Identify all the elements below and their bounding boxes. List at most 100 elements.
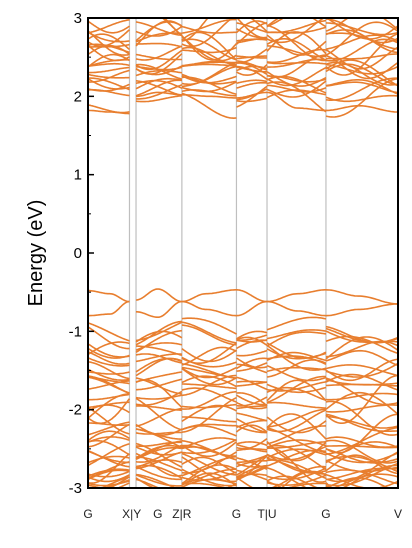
conduction-band-9-seg-5 [325, 54, 398, 80]
valence-band-15-seg-2 [181, 390, 237, 410]
valence-band-9-seg-1 [135, 357, 183, 373]
valence-top-band-1-seg-2 [181, 289, 237, 303]
conduction-band-7-seg-2 [181, 65, 237, 86]
valence-top-band-2-seg-5 [325, 303, 398, 317]
conduction-band-5-seg-0 [88, 66, 130, 74]
valence-band-16-seg-4 [266, 401, 326, 409]
valence-band-15-seg-0 [88, 398, 131, 425]
valence-band-16-seg-0 [88, 401, 130, 409]
valence-band-10-seg-4 [266, 366, 327, 373]
conduction-band-7-seg-0 [88, 69, 130, 83]
valence-band-29-seg-1 [135, 456, 183, 472]
deep-valence-band-6-seg-0 [99, 476, 130, 488]
valence-band-15-seg-1 [135, 379, 183, 408]
conduction-band-3-seg-5 [325, 79, 398, 95]
valence-band-19-seg-2 [181, 416, 237, 423]
deep-valence-band-0-seg-3 [236, 454, 268, 464]
valence-band-1-seg-0 [88, 326, 130, 350]
conduction-band-3-seg-0 [88, 83, 130, 92]
conduction-band-6-seg-5 [325, 63, 398, 87]
valence-band-19-seg-0 [88, 407, 130, 435]
valence-band-6-seg-0 [88, 351, 130, 365]
conduction-band-0-seg-5 [325, 77, 398, 118]
valence-band-17-seg-3 [236, 392, 268, 407]
conduction-band-16-seg-0 [88, 30, 130, 56]
conduction-band-5-seg-4 [266, 80, 327, 98]
conduction-band-18-seg-0 [88, 29, 131, 47]
conduction-band-11-seg-2 [181, 46, 237, 66]
conduction-band-4-seg-5 [325, 81, 398, 94]
valence-band-0-seg-2 [181, 317, 237, 335]
conduction-band-0-seg-0 [88, 104, 130, 114]
valence-band-3-seg-0 [88, 347, 130, 359]
valence-band-15-seg-3 [236, 401, 268, 410]
conduction-band-7-seg-4 [266, 66, 327, 87]
kpoint-label-0: G [83, 507, 92, 521]
valence-band-7-seg-3 [236, 362, 268, 372]
deep-valence-band-6-seg-5 [332, 473, 398, 488]
valence-band-26-seg-5 [325, 448, 398, 464]
conduction-band-21-seg-3 [236, 28, 268, 39]
conduction-band-12-seg-5 [325, 32, 398, 76]
conduction-band-19-seg-0 [88, 19, 130, 34]
conduction-band-19-seg-2 [181, 18, 237, 34]
conduction-band-13-seg-3 [236, 48, 268, 64]
conduction-band-19-seg-1 [135, 21, 182, 37]
valence-band-18-seg-0 [88, 404, 130, 414]
valence-band-30-seg-1 [135, 474, 182, 487]
conduction-band-0-seg-2 [181, 92, 237, 120]
valence-band-7-seg-1 [135, 353, 182, 363]
valence-band-27-seg-1 [135, 447, 183, 461]
conduction-band-15-seg-2 [181, 35, 237, 62]
valence-band-11-seg-3 [236, 376, 268, 391]
conduction-band-20-seg-2 [181, 18, 209, 42]
valence-band-32-seg-0 [115, 482, 130, 488]
valence-band-19-seg-1 [135, 407, 183, 428]
kpoint-label-4: G [232, 507, 241, 521]
conduction-band-1-seg-1 [135, 95, 182, 103]
deep-valence-band-2-seg-0 [88, 474, 130, 483]
valence-band-28-seg-0 [88, 453, 130, 484]
valence-band-21-seg-0 [88, 423, 130, 448]
valence-band-14-seg-5 [325, 392, 398, 401]
valence-band-31-seg-1 [135, 477, 157, 488]
conduction-band-11-seg-1 [135, 49, 183, 71]
valence-band-2-seg-3 [236, 349, 268, 357]
valence-band-18-seg-2 [181, 404, 237, 423]
conduction-band-21-seg-5 [325, 18, 398, 40]
valence-band-22-seg-0 [88, 421, 130, 436]
conduction-band-17-seg-5 [326, 32, 398, 50]
valence-band-27-seg-4 [266, 448, 327, 459]
deep-valence-band-4-seg-3 [236, 464, 268, 481]
valence-band-12-seg-5 [325, 373, 398, 391]
conduction-band-2-seg-1 [136, 84, 183, 100]
valence-band-28-seg-2 [181, 456, 237, 475]
valence-band-15-seg-5 [325, 374, 398, 424]
deep-valence-band-2-seg-5 [325, 451, 398, 483]
conduction-band-15-seg-0 [88, 44, 130, 62]
conduction-band-17-seg-2 [181, 25, 237, 34]
conduction-band-18-seg-2 [181, 18, 234, 48]
conduction-band-2-seg-3 [236, 88, 268, 101]
valence-band-6-seg-2 [181, 346, 237, 366]
deep-valence-band-4-seg-4 [266, 459, 327, 480]
valence-band-25-seg-5 [325, 439, 398, 464]
y-tick-label-5: 2 [74, 88, 82, 105]
deep-valence-band-2-seg-3 [236, 454, 268, 476]
valence-top-band-2-seg-0 [88, 300, 130, 317]
kpoint-label-3: Z|R [172, 507, 191, 521]
valence-band-6-seg-3 [236, 357, 268, 369]
valence-band-31-seg-0 [88, 469, 130, 481]
valence-band-20-seg-1 [135, 431, 182, 435]
valence-band-32-seg-2 [181, 472, 237, 487]
valence-band-4-seg-2 [181, 342, 237, 364]
valence-band-23-seg-2 [181, 441, 237, 458]
valence-band-2-seg-4 [266, 331, 327, 347]
valence-band-13-seg-2 [181, 375, 237, 388]
valence-band-12-seg-2 [181, 383, 237, 390]
conduction-band-12-seg-1 [135, 53, 183, 75]
valence-band-5-seg-3 [236, 339, 267, 350]
y-tick-label-4: 1 [74, 167, 82, 184]
conduction-band-8-seg-3 [236, 66, 268, 73]
